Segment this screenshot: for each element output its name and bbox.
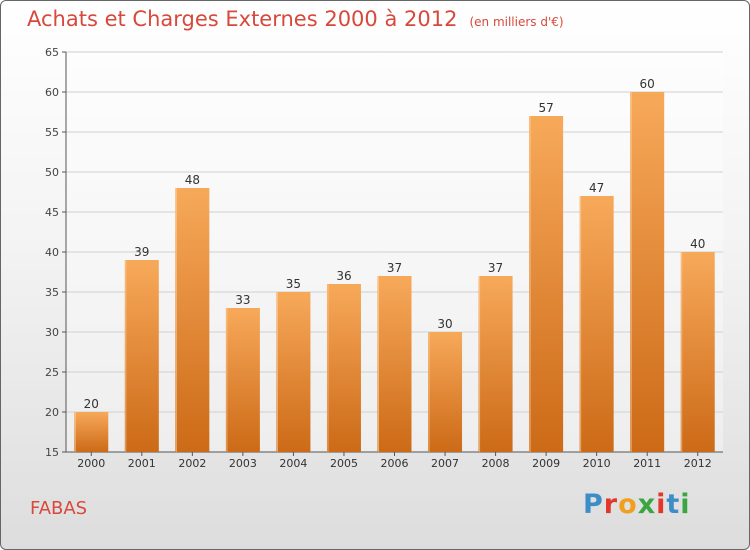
logo-letter: r [603, 489, 619, 520]
data-label: 39 [134, 245, 149, 259]
bar [377, 276, 412, 452]
data-label: 47 [589, 181, 604, 195]
data-label: 60 [640, 77, 655, 91]
bars [74, 92, 715, 452]
y-tick-label: 65 [45, 46, 59, 59]
y-tick-label: 20 [45, 406, 59, 419]
bar [630, 92, 665, 452]
x-tick-label: 2000 [77, 457, 105, 470]
bar [175, 188, 210, 452]
y-tick-label: 15 [45, 446, 59, 459]
logo-letter: i [656, 489, 667, 520]
y-tick-label: 25 [45, 366, 59, 379]
data-label: 37 [488, 261, 503, 275]
y-tick-label: 35 [45, 286, 59, 299]
bar [276, 292, 311, 452]
data-label: 30 [437, 317, 452, 331]
x-tick-label: 2002 [178, 457, 206, 470]
x-tick-label: 2006 [381, 457, 409, 470]
bar [326, 284, 361, 452]
logo-letter: o [618, 489, 638, 520]
y-tick-label: 55 [45, 126, 59, 139]
data-label: 35 [286, 277, 301, 291]
bar [529, 116, 564, 452]
data-label: 48 [185, 173, 200, 187]
logo-letter: x [637, 489, 657, 520]
data-label: 57 [538, 101, 553, 115]
data-label: 33 [235, 293, 250, 307]
logo-letter: i [680, 489, 691, 520]
data-label: 36 [336, 269, 351, 283]
chart-title: Achats et Charges Externes 2000 à 2012 (e… [27, 7, 564, 31]
bar [428, 332, 463, 452]
data-label: 40 [690, 237, 705, 251]
x-tick-label: 2008 [482, 457, 510, 470]
x-tick-label: 2001 [128, 457, 156, 470]
logo-letter: P [583, 489, 604, 520]
data-label: 37 [387, 261, 402, 275]
y-tick-label: 40 [45, 246, 59, 259]
y-tick-label: 60 [45, 86, 59, 99]
x-tick-label: 2004 [279, 457, 307, 470]
y-tick-label: 50 [45, 166, 59, 179]
x-tick-label: 2005 [330, 457, 358, 470]
bar [680, 252, 715, 452]
x-tick-label: 2011 [633, 457, 661, 470]
y-tick-label: 30 [45, 326, 59, 339]
x-tick-label: 2012 [684, 457, 712, 470]
x-tick-label: 2010 [583, 457, 611, 470]
bar [225, 308, 260, 452]
proxiti-logo: Proxiti [583, 489, 691, 520]
bar [478, 276, 513, 452]
bar [579, 196, 614, 452]
x-tick-label: 2007 [431, 457, 459, 470]
x-tick-label: 2009 [532, 457, 560, 470]
y-tick-label: 45 [45, 206, 59, 219]
labels: 15 20 25 30 35 40 45 50 55 60 65 20 2000 39 2001 48 2002… [45, 46, 712, 470]
commune-name: FABAS [30, 498, 88, 519]
x-tick-label: 2003 [229, 457, 257, 470]
logo-letter: t [666, 489, 681, 520]
bar [74, 412, 109, 452]
chart-subtitle: (en milliers d'€) [469, 15, 564, 29]
bar [124, 260, 159, 452]
data-label: 20 [84, 397, 99, 411]
chart-title-text: Achats et Charges Externes 2000 à 2012 [27, 7, 458, 31]
